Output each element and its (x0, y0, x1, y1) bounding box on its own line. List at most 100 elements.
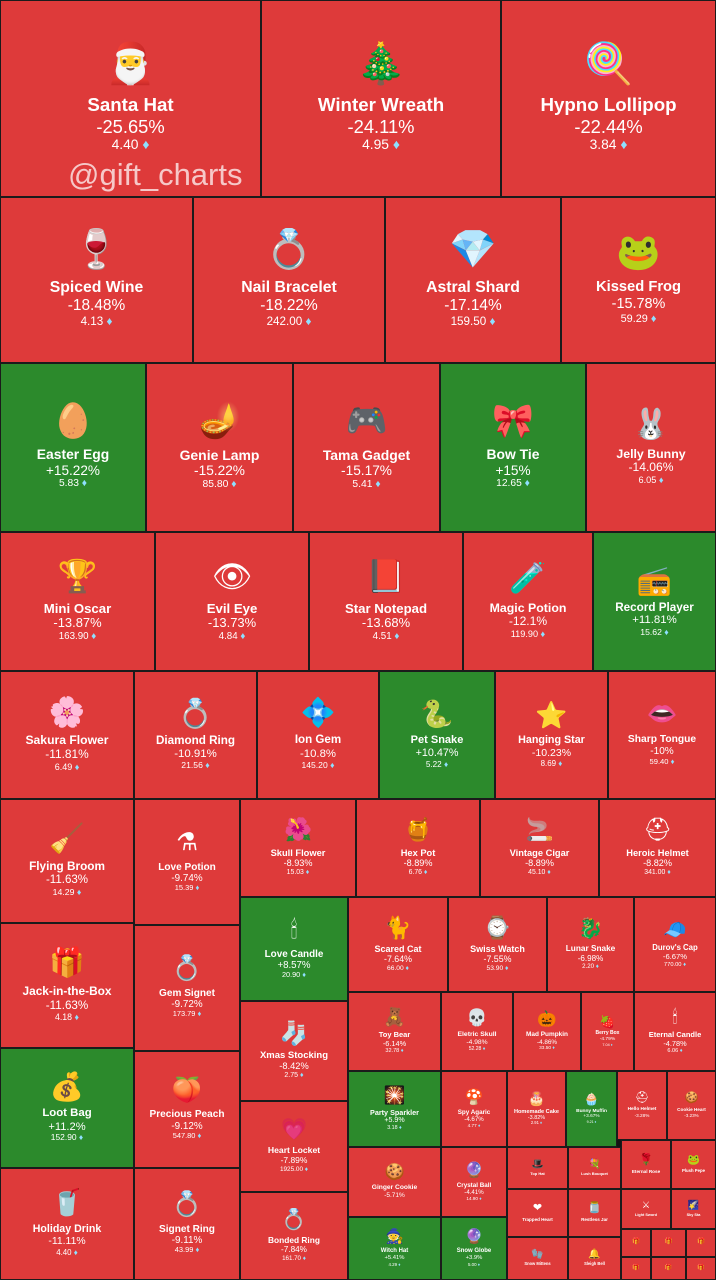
tile-nail-bracelet[interactable]: 💍 Nail Bracelet -18.22% 242.00 ♦ (193, 197, 385, 363)
tile-eletric-skull[interactable]: 💀 Eletric Skull -4.98% 52.28 ♦ (441, 992, 513, 1071)
tile-plush-pepe[interactable]: 🐸 Plush Pepe (671, 1140, 716, 1189)
tile-lush-bouquet[interactable]: 💐 Lush Bouquet (568, 1147, 621, 1189)
tile-astral-shard[interactable]: 💎 Astral Shard -17.14% 159.50 ♦ (385, 197, 561, 363)
tile-loot-bag[interactable]: 💰 Loot Bag +11.2% 152.90 ♦ (0, 1048, 134, 1168)
tile-top-hat[interactable]: 🎩 Top Hat (507, 1147, 568, 1189)
tile-gift-70[interactable]: 🎁 (686, 1229, 716, 1257)
tile-eternal-rose[interactable]: 🌹 Eternal Rose (621, 1140, 671, 1189)
tile-star-notepad[interactable]: 📕 Star Notepad -13.68% 4.51 ♦ (309, 532, 463, 671)
tile-hex-pot[interactable]: 🍯 Hex Pot -8.89% 6.76 ♦ (356, 799, 480, 897)
berry-box-icon: 🍓 (599, 1015, 616, 1030)
tile-sharp-tongue[interactable]: 👄 Sharp Tongue -10% 59.40 ♦ (608, 671, 716, 799)
tile-durov-s-cap[interactable]: 🧢 Durov's Cap -6.67% 770.00 ♦ (634, 897, 716, 992)
tile-record-player[interactable]: 📻 Record Player +11.81% 15.62 ♦ (593, 532, 716, 671)
tile-price-value: 4.13 (80, 315, 104, 329)
tile-sakura-flower[interactable]: 🌸 Sakura Flower -11.81% 6.49 ♦ (0, 671, 134, 799)
tile-winter-wreath[interactable]: 🎄 Winter Wreath -24.11% 4.95 ♦ (261, 0, 501, 197)
tile-light-sword[interactable]: ⚔ Light Sword (621, 1189, 671, 1229)
tile-price: 14.29 ♦ (53, 887, 82, 897)
tile-price-value: 33.50 (539, 1045, 552, 1051)
tile-santa-hat[interactable]: 🎅 Santa Hat -25.65% 4.40 ♦ (0, 0, 261, 197)
tile-gift-69[interactable]: 🎁 (651, 1229, 686, 1257)
tile-gem-signet[interactable]: 💍 Gem Signet -9.72% 173.79 ♦ (134, 925, 240, 1051)
tile-tama-gadget[interactable]: 🎮 Tama Gadget -15.17% 5.41 ♦ (293, 363, 440, 532)
tile-bunny-muffin[interactable]: 🧁 Bunny Muffin +3.67% 9.21 ♦ (566, 1071, 617, 1147)
tile-flying-broom[interactable]: 🧹 Flying Broom -11.63% 14.29 ♦ (0, 799, 134, 923)
tile-gift-68[interactable]: 🎁 (621, 1229, 651, 1257)
tile-gift-72[interactable]: 🎁 (651, 1257, 686, 1280)
tile-mini-oscar[interactable]: 🏆 Mini Oscar -13.87% 163.90 ♦ (0, 532, 155, 671)
tile-name: Lush Bouquet (581, 1170, 608, 1176)
tile-homemade-cake[interactable]: 🎂 Homemade Cake -3.82% 2.91 ♦ (507, 1071, 566, 1147)
tile-magic-potion[interactable]: 🧪 Magic Potion -12.1% 119.90 ♦ (463, 532, 593, 671)
tile-bonded-ring[interactable]: 💍 Bonded Ring -7.84% 161.70 ♦ (240, 1192, 348, 1280)
tile-cookie-heart[interactable]: 🍪 Cookie Heart -3.23% (667, 1071, 716, 1140)
trophy-icon: 🏆 (57, 557, 98, 594)
tile-genie-lamp[interactable]: 🪔 Genie Lamp -15.22% 85.80 ♦ (146, 363, 293, 532)
tile-witch-hat[interactable]: 🧙 Witch Hat +5.41% 4.29 ♦ (348, 1217, 441, 1280)
tile-toy-bear[interactable]: 🧸 Toy Bear -6.14% 32.78 ♦ (348, 992, 441, 1071)
tile-gift-73[interactable]: 🎁 (686, 1257, 716, 1280)
tile-party-sparkler[interactable]: 🎇 Party Sparkler +5.9% 3.18 ♦ (348, 1071, 441, 1147)
tile-love-potion[interactable]: ⚗ Love Potion -9.74% 15.39 ♦ (134, 799, 240, 925)
teddy-bear-icon: 🧸 (383, 1007, 406, 1028)
tile-eternal-candle[interactable]: 🕯 Eternal Candle -4.78% 6.06 ♦ (634, 992, 716, 1071)
tile-heart-locket[interactable]: 💗 Heart Locket -7.89% 1925.00 ♦ (240, 1101, 348, 1192)
tile-swiss-watch[interactable]: ⌚ Swiss Watch -7.55% 53.90 ♦ (448, 897, 547, 992)
tile-restless-jar[interactable]: 🫙 Restless Jar (568, 1189, 621, 1237)
tile-trapped-heart[interactable]: ❤ Trapped Heart (507, 1189, 568, 1237)
tile-price-value: 5.22 (425, 759, 442, 769)
tile-price: 45.10 ♦ (528, 869, 551, 877)
tile-sleigh-bell[interactable]: 🔔 Sleigh Bell (568, 1237, 621, 1280)
tile-change: -4.98% (466, 1039, 488, 1047)
tile-sky-sta[interactable]: 🌠 Sky Sta (671, 1189, 716, 1229)
tile-price: 119.90 ♦ (511, 629, 545, 640)
tile-diamond-ring[interactable]: 💍 Diamond Ring -10.91% 21.56 ♦ (134, 671, 257, 799)
tile-name: Berry Box (595, 1030, 620, 1037)
tile-crystal-ball[interactable]: 🔮 Crystal Ball -4.41% 14.90 ♦ (441, 1147, 507, 1217)
tile-holiday-drink[interactable]: 🥤 Holiday Drink -11.11% 4.40 ♦ (0, 1168, 134, 1280)
tile-vintage-cigar[interactable]: 🚬 Vintage Cigar -8.89% 45.10 ♦ (480, 799, 599, 897)
gift-icon: 🎁 (631, 1237, 640, 1245)
gift-icon: 🎁 (664, 1237, 673, 1245)
tile-name: Magic Potion (489, 600, 567, 615)
tile-price: 2.75 ♦ (284, 1072, 303, 1080)
tile-change: -9.12% (171, 1120, 203, 1132)
gem-icon: 💠 (300, 697, 336, 729)
tile-easter-egg[interactable]: 🥚 Easter Egg +15.22% 5.83 ♦ (0, 363, 146, 532)
tile-xmas-stocking[interactable]: 🧦 Xmas Stocking -8.42% 2.75 ♦ (240, 1001, 348, 1101)
tile-gift-71[interactable]: 🎁 (621, 1257, 651, 1280)
tile-mad-pumpkin[interactable]: 🎃 Mad Pumpkin -4.86% 33.50 ♦ (513, 992, 581, 1071)
tile-lunar-snake[interactable]: 🐉 Lunar Snake -6.98% 2.20 ♦ (547, 897, 634, 992)
tile-hanging-star[interactable]: ⭐ Hanging Star -10.23% 8.69 ♦ (495, 671, 608, 799)
tile-love-candle[interactable]: 🕯 Love Candle +8.57% 20.90 ♦ (240, 897, 348, 1001)
tile-berry-box[interactable]: 🍓 Berry Box -4.79% 7.04 ♦ (581, 992, 634, 1071)
tile-price: 173.79 ♦ (173, 1010, 202, 1019)
tile-name: Loot Bag (42, 1107, 92, 1120)
tile-heroic-helmet[interactable]: ⛑ Heroic Helmet -8.82% 341.00 ♦ (599, 799, 716, 897)
tile-spy-agaric[interactable]: 🍄 Spy Agaric -4.67% 4.77 ♦ (441, 1071, 507, 1147)
tile-skull-flower[interactable]: 🌺 Skull Flower -8.93% 15.03 ♦ (240, 799, 356, 897)
tile-ion-gem[interactable]: 💠 Ion Gem -10.8% 145.20 ♦ (257, 671, 379, 799)
tile-change: -5.71% (384, 1192, 405, 1200)
tile-ginger-cookie[interactable]: 🍪 Ginger Cookie -5.71% (348, 1147, 441, 1217)
diamond-icon: ♦ (681, 961, 687, 968)
tile-change: -15.22% (194, 462, 245, 478)
tile-evil-eye[interactable]: 👁 Evil Eye -13.73% 4.84 ♦ (155, 532, 309, 671)
tile-signet-ring[interactable]: 💍 Signet Ring -9.11% 43.99 ♦ (134, 1168, 240, 1280)
tile-jelly-bunny[interactable]: 🐰 Jelly Bunny -14.06% 6.05 ♦ (586, 363, 716, 532)
tile-precious-peach[interactable]: 🍑 Precious Peach -9.12% 547.80 ♦ (134, 1051, 240, 1168)
tile-snow-globe[interactable]: 🔮 Snow Globe +3.9% 5.00 ♦ (441, 1217, 507, 1280)
tile-pet-snake[interactable]: 🐍 Pet Snake +10.47% 5.22 ♦ (379, 671, 495, 799)
tile-hello-helmet[interactable]: ⛑ Hello Helmet -3.28% (617, 1071, 667, 1140)
tile-kissed-frog[interactable]: 🐸 Kissed Frog -15.78% 59.29 ♦ (561, 197, 716, 363)
tile-change: -8.42% (279, 1061, 309, 1072)
tile-price-value: 43.99 (174, 1245, 194, 1255)
tile-scared-cat[interactable]: 🐈 Scared Cat -7.64% 66.00 ♦ (348, 897, 448, 992)
tile-hypno-lollipop[interactable]: 🍭 Hypno Lollipop -22.44% 3.84 ♦ (501, 0, 716, 197)
tile-snow-mittens[interactable]: 🧤 Snow Mittens (507, 1237, 568, 1280)
tile-spiced-wine[interactable]: 🍷 Spiced Wine -18.48% 4.13 ♦ (0, 197, 193, 363)
tile-bow-tie[interactable]: 🎀 Bow Tie +15% 12.65 ♦ (440, 363, 586, 532)
tile-jack-in-the-box[interactable]: 🎁 Jack-in-the-Box -11.63% 4.18 ♦ (0, 923, 134, 1048)
